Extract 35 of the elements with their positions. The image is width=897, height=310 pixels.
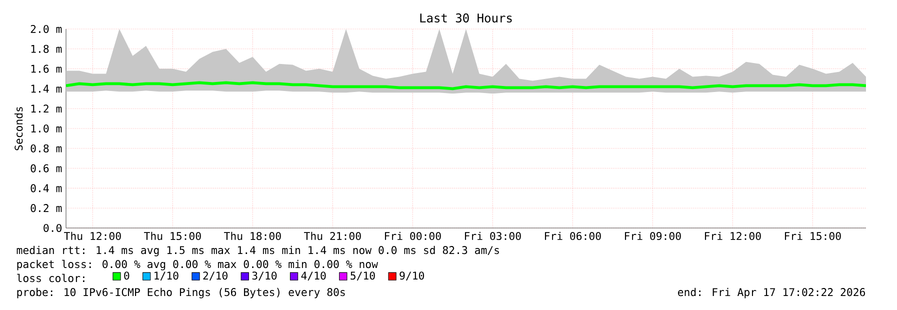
y-tick-label: 1.0 m bbox=[31, 124, 62, 133]
y-tick-label: 1.8 m bbox=[31, 44, 62, 53]
legend-label: 1/10 bbox=[154, 272, 178, 280]
text: probe: 10 IPv6-ICMP Echo Pings (56 Bytes) every 80s bbox=[17, 288, 345, 298]
y-axis-title: Seconds bbox=[14, 107, 23, 150]
text: loss color: bbox=[17, 274, 84, 282]
y-tick-label: 2.0 m bbox=[30, 24, 62, 34]
x-tick-label: Thu 15:00 bbox=[144, 232, 201, 240]
y-tick-label: 0.6 m bbox=[30, 164, 62, 172]
y-tick-label: 0.2 m bbox=[30, 204, 62, 212]
x-tick-label: Fri 06:00 bbox=[544, 232, 601, 240]
x-tick-label: Fri 09:00 bbox=[624, 232, 681, 240]
legend-label: 5/10 bbox=[350, 272, 375, 280]
y-tick-label: 1.2 m bbox=[31, 104, 62, 113]
y-tick-label: 1.4 m bbox=[31, 84, 62, 93]
legend-label: 2/10 bbox=[203, 272, 228, 280]
y-tick-label: 0.0 bbox=[44, 224, 62, 232]
y-tick-label: 0.4 m bbox=[30, 184, 62, 192]
legend-label: 3/10 bbox=[252, 272, 277, 280]
legend-label: 9/10 bbox=[400, 272, 424, 280]
y-tick-label: 0.8 m bbox=[30, 144, 62, 152]
legend-label: 0 bbox=[124, 272, 130, 280]
x-tick-label: Thu 18:00 bbox=[224, 232, 281, 240]
x-tick-label: Thu 12:00 bbox=[64, 232, 121, 240]
chart-title: Last 30 Hours bbox=[420, 13, 512, 23]
x-tick-label: Fri 15:00 bbox=[784, 232, 841, 240]
x-tick-label: Fri 03:00 bbox=[464, 232, 521, 240]
text: packet loss: 0.00 % avg 0.00 % max 0.00 % min 0.00 % now bbox=[17, 260, 378, 270]
x-tick-label: Thu 21:00 bbox=[304, 232, 361, 240]
legend-label: 4/10 bbox=[301, 272, 326, 280]
text: median rtt: 1.4 ms avg 1.5 ms max 1.4 ms min 1.4 ms now 0.0 ms sd 82.3 am/s bbox=[16, 246, 499, 256]
text: end: Fri Apr 17 17:02:22 2026 bbox=[678, 288, 866, 298]
y-tick-label: 1.6 m bbox=[31, 64, 62, 73]
x-tick-label: Fri 12:00 bbox=[704, 232, 761, 240]
x-tick-label: Fri 00:00 bbox=[384, 232, 441, 240]
